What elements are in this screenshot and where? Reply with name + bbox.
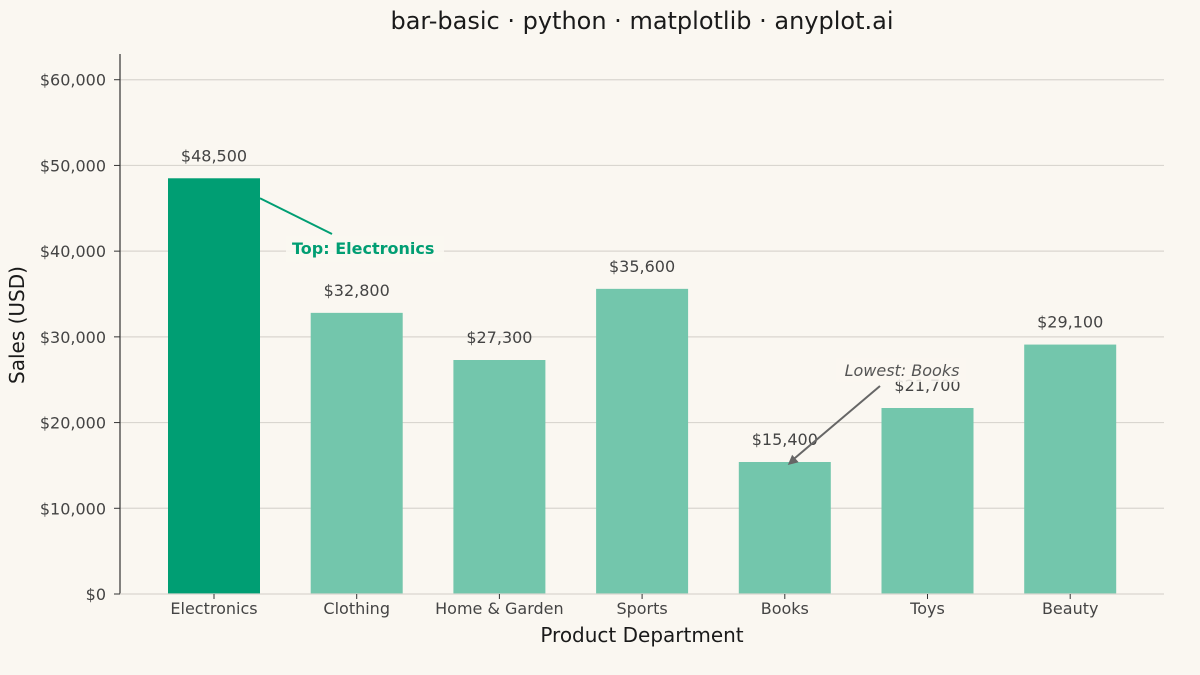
- bar-electronics: [168, 178, 260, 595]
- bar-value-label: $27,300: [466, 328, 532, 347]
- bar-beauty: [1024, 344, 1117, 594]
- y-axis-label: Sales (USD): [5, 266, 29, 384]
- bar-toys: [881, 408, 974, 594]
- x-tick-label: Toys: [909, 599, 945, 618]
- top-annotation-label: Top: Electronics: [292, 239, 434, 258]
- x-axis-label: Product Department: [540, 623, 743, 647]
- bar-value-label: $29,100: [1037, 313, 1103, 332]
- bar-value-labels: $48,500$32,800$27,300$35,600$15,400$21,7…: [181, 146, 1103, 449]
- bar-home-garden: [453, 360, 546, 594]
- y-tick-label: $0: [86, 585, 106, 604]
- lowest-annotation-label: Lowest: Books: [845, 361, 960, 380]
- bar-books: [738, 462, 831, 594]
- lowest-annotation-box: [836, 358, 966, 382]
- lowest-annotation-arrow: [793, 385, 881, 460]
- lowest-annotation-arrowhead: [787, 454, 799, 465]
- x-tick-label: Clothing: [323, 599, 390, 618]
- x-tick-label: Electronics: [170, 599, 257, 618]
- bar-value-label: $35,600: [609, 257, 675, 276]
- y-tick-label: $40,000: [40, 242, 106, 261]
- top-annotation-box: [286, 236, 444, 262]
- bar-value-label: $48,500: [181, 146, 247, 165]
- bar-clothing: [310, 312, 403, 594]
- x-tick-label: Home & Garden: [435, 599, 564, 618]
- bar-sports: [596, 288, 689, 594]
- bar-value-label: $32,800: [324, 281, 390, 300]
- y-tick-label: $20,000: [40, 414, 106, 433]
- annotations: Top: Electronics Lowest: Books: [259, 197, 966, 465]
- y-tick-label: $50,000: [40, 156, 106, 175]
- y-tick-label: $60,000: [40, 71, 106, 90]
- top-annotation-leader: [259, 197, 333, 235]
- x-tick-label: Beauty: [1042, 599, 1099, 618]
- bar-value-label: $15,400: [752, 430, 818, 449]
- x-tick-label: Books: [761, 599, 809, 618]
- y-tick-label: $30,000: [40, 328, 106, 347]
- y-tick-label: $10,000: [40, 499, 106, 518]
- x-tick-label: Sports: [616, 599, 667, 618]
- chart-title: bar-basic · python · matplotlib · anyplo…: [390, 7, 893, 35]
- bars: [168, 178, 1117, 595]
- axes: $0 $10,000 $20,000 $30,000 $40,000 $50,000 $60…: [40, 54, 1164, 618]
